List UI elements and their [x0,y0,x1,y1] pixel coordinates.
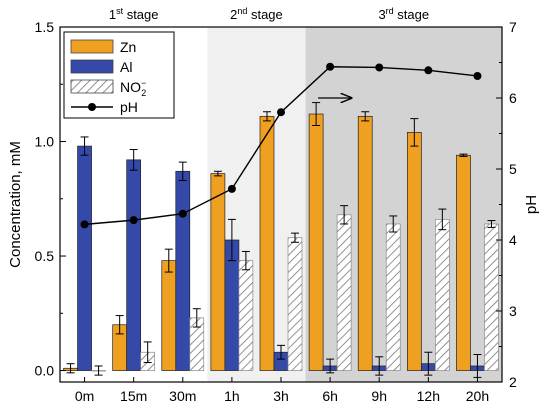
x-tick-label-1h: 1h [224,388,240,404]
bar-zn-6h [308,113,324,371]
bar-al-0m [77,145,92,371]
stage-label-1: 1st stage [109,6,159,22]
ph-point-12h [424,66,433,75]
errorbar-no2--0m [94,365,103,376]
errorbar-zn-6h [312,102,321,126]
y-tick-label-1.0: 1.0 [35,134,55,150]
errorbar-no2--15m [143,341,152,364]
axes: 0.0 0.5 1.0 1.5 2 3 4 5 6 7 0m 15m 30m 1h 3h 6h 9h 12h 20h [35,19,517,404]
errorbar-no2--12h [438,208,447,231]
y2-axis-label: pH [523,195,540,214]
legend-swatch-no2- [70,79,114,94]
bar-no2--20h [484,223,499,371]
x-tick-label-0m: 0m [75,388,94,404]
y2-tick-label-3: 3 [509,303,517,319]
errorbar-al-3h [277,344,285,360]
ph-point-6h [326,62,335,71]
legend: Zn Al NO− 2pH [63,31,175,119]
y2-tick-label-4: 4 [509,232,517,248]
ph-point-15m [129,216,138,225]
errorbar-zn-9h [361,111,370,122]
errorbar-zn-0m [66,363,75,374]
ph-point-20h [473,71,482,80]
x-tick-label-15m: 15m [120,388,147,404]
y2-tick-label-7: 7 [509,19,517,35]
x-tick-label-12h: 12h [417,388,440,404]
bar-no2--6h [336,214,352,371]
errorbar-zn-1h [213,170,222,177]
errorbar-zn-30m [164,248,173,273]
errorbar-no2--20h [487,220,496,228]
legend-swatch-zn [70,39,114,54]
errorbar-zn-12h [410,118,419,147]
y-tick-label-1.5: 1.5 [35,19,55,35]
bar-zn-1h [210,173,226,371]
legend-label-no2-: NO− 2 [120,78,146,98]
bar-no2--1h [238,260,254,371]
errorbar-al-15m [129,149,138,171]
bar-no2--12h [434,219,450,371]
bar-zn-9h [357,115,373,371]
errorbar-no2--6h [340,205,349,225]
y2-tick-label-6: 6 [509,90,517,106]
errorbar-no2--3h [291,232,299,243]
errorbar-no2--30m [192,308,201,328]
legend-label-zn: Zn [120,39,136,55]
errorbar-zn-15m [115,315,124,335]
y2-tick-label-5: 5 [509,161,517,177]
errorbar-no2--9h [389,215,398,233]
ph-point-3h [277,108,285,117]
errorbar-al-6h [326,358,335,374]
errorbar-al-12h [424,351,433,376]
legend-swatch-marker [88,103,96,111]
y-tick-label-0.0: 0.0 [35,363,55,379]
errorbar-zn-3h [263,111,271,122]
legend-swatch-al [70,59,114,74]
stage-background-3 [305,27,502,382]
x-tick-label-6h: 6h [322,388,338,404]
ph-point-9h [375,63,384,72]
x-tick-label-20h: 20h [466,388,489,404]
errorbar-al-9h [375,356,384,376]
stage-label-2: 2nd stage [230,6,283,22]
errorbar-al-1h [227,218,236,262]
errorbar-al-0m [80,136,89,156]
legend-label-al: Al [120,59,132,75]
bar-zn-20h [456,154,471,371]
y2-tick-label-2: 2 [509,374,517,390]
bar-no2--3h [287,237,303,371]
ph-line-series [80,62,482,229]
legend-label-ph: pH [120,99,138,115]
stage-labels: 1st stage 2nd stage 3rd stage [109,6,429,22]
bar-zn-3h [259,115,275,371]
ph-point-0m [80,220,89,229]
x-tick-label-9h: 9h [371,388,387,404]
bar-al-15m [126,159,142,371]
bar-no2--9h [385,223,401,371]
errorbar-zn-20h [459,153,468,157]
stage-label-3: 3rd stage [378,6,429,22]
bar-zn-30m [161,260,177,371]
bar-series [63,113,499,372]
x-tick-label-30m: 30m [169,388,196,404]
errorbar-no2--1h [241,250,250,271]
ph-point-30m [178,209,187,218]
error-bars [66,102,496,378]
bar-al-30m [175,170,191,371]
y-axis-label: Concentration, mM [7,141,24,268]
errorbar-al-30m [178,161,187,181]
bar-zn-12h [406,132,422,371]
x-tick-label-3h: 3h [273,388,289,404]
y-tick-label-0.5: 0.5 [35,248,55,264]
ph-point-1h [227,184,236,193]
